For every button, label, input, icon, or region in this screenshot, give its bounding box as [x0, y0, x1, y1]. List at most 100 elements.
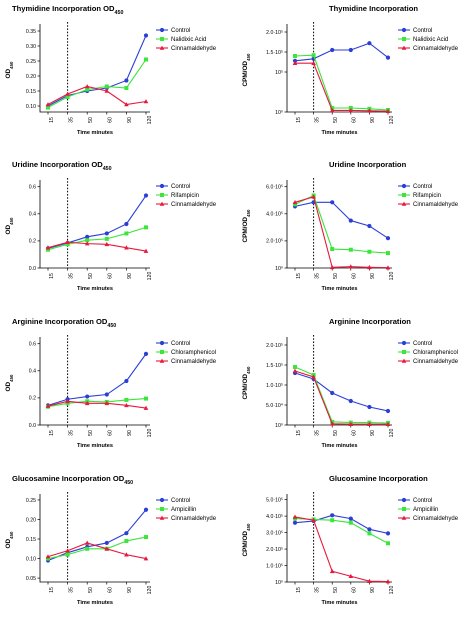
x-axis-label: Time minutes	[322, 286, 358, 292]
data-point	[386, 541, 390, 546]
x-tick-label: 120	[389, 116, 395, 125]
data-point	[143, 99, 149, 104]
x-tick-label: 90	[127, 117, 133, 123]
x-axis-label: Time minutes	[322, 600, 358, 606]
series-ampicillin	[46, 535, 148, 561]
chart-panel: Thymidine Incorporation CPM/OD450 10⁰ 10⁵ 1.…	[237, 0, 474, 156]
chart-panel: Glucosamine Incorporation OD450 OD450 0.05…	[0, 470, 237, 626]
y-tick-label: 4.0·10⁵	[266, 514, 283, 520]
x-tick-label: 90	[370, 430, 376, 436]
data-point	[385, 421, 391, 426]
legend-label: Control	[413, 498, 432, 504]
x-tick-label: 90	[127, 273, 133, 279]
x-tick-label: 50	[333, 273, 339, 279]
data-point	[65, 401, 70, 406]
chart-panel: Arginine Incorporation CPM/OD450 10⁰ 5.0·10…	[237, 313, 474, 469]
data-point	[367, 527, 372, 532]
data-point	[143, 405, 149, 410]
series-control	[292, 41, 391, 63]
legend-marker	[402, 193, 406, 197]
data-point	[330, 106, 335, 110]
y-tick-label: 10⁵	[275, 70, 283, 76]
x-tick-label: 90	[370, 587, 376, 593]
series-line	[295, 62, 389, 112]
data-point	[124, 538, 129, 543]
axis-line	[286, 24, 392, 113]
data-point	[143, 33, 149, 38]
data-point	[385, 108, 391, 113]
series-line	[47, 353, 147, 406]
data-point	[348, 264, 354, 269]
data-point	[84, 84, 90, 89]
legend-marker	[402, 350, 406, 354]
x-tick-label: 15	[296, 430, 302, 436]
x-tick-label: 60	[108, 430, 114, 436]
series-line	[294, 516, 389, 583]
data-point	[292, 199, 298, 205]
x-tick-label: 50	[88, 273, 94, 279]
legend-label: Cinnamaldehyde	[413, 359, 459, 365]
chart-svg: Arginine Incorporation OD450 OD450 0.0 0.2 0…	[5, 317, 217, 449]
data-point	[292, 60, 298, 65]
y-tick-label: 6.0·10⁵	[266, 185, 283, 191]
data-point	[124, 221, 129, 227]
legend-label: Control	[413, 28, 432, 34]
data-point	[124, 402, 129, 408]
data-point	[385, 55, 391, 60]
data-point	[65, 91, 70, 96]
series-cinnamaldehyde	[45, 540, 149, 561]
data-point	[367, 531, 372, 536]
x-tick-label: 120	[389, 429, 395, 438]
x-tick-label: 15	[296, 117, 302, 123]
data-point	[348, 247, 353, 252]
y-tick-label: 0.15	[26, 537, 36, 543]
data-point	[104, 231, 109, 236]
legend-marker	[402, 37, 406, 41]
legend-marker	[159, 358, 165, 363]
chart-panel: Glucosamine Incorporation CPM/OD450 10⁰ 1.0…	[237, 470, 474, 626]
data-point	[311, 374, 316, 379]
y-tick-label: 10⁰	[275, 423, 283, 429]
x-tick-label: 35	[68, 587, 74, 593]
data-point	[385, 531, 391, 536]
data-point	[104, 236, 109, 241]
series-line	[47, 35, 147, 107]
x-tick-label: 50	[333, 430, 339, 436]
x-tick-label: 120	[389, 272, 395, 281]
series-line	[47, 195, 147, 249]
x-tick-label: 35	[68, 430, 74, 436]
data-point	[385, 236, 391, 241]
data-point	[330, 247, 335, 252]
x-tick-label: 50	[333, 587, 339, 593]
chart-svg: Thymidine Incorporation OD450 OD450 0.10 0.…	[5, 4, 217, 136]
x-tick-label: 90	[370, 117, 376, 123]
x-tick-label: 35	[314, 273, 320, 279]
axis-line	[39, 24, 150, 113]
x-axis-label: Time minutes	[322, 130, 358, 136]
x-tick-label: 120	[147, 429, 153, 438]
data-point	[65, 548, 70, 553]
x-tick-label: 120	[147, 586, 153, 595]
data-point	[367, 578, 372, 583]
series-line	[47, 59, 147, 108]
legend-marker	[159, 183, 165, 189]
x-tick-label: 35	[314, 587, 320, 593]
data-point	[292, 514, 298, 519]
legend-label: Nalidixic Acid	[413, 37, 448, 43]
data-point	[329, 264, 335, 270]
x-tick-label: 35	[68, 273, 74, 279]
y-tick-label: 10⁰	[275, 580, 283, 586]
y-tick-label: 2.0·10⁵	[266, 239, 283, 245]
data-point	[85, 234, 90, 239]
chart-title: Uridine Incorporation OD450	[12, 160, 112, 172]
data-point	[143, 556, 149, 561]
x-tick-label: 90	[127, 587, 133, 593]
x-tick-label: 15	[49, 273, 55, 279]
data-point	[329, 421, 335, 426]
y-tick-label: 0.25	[26, 59, 36, 65]
legend-marker	[159, 340, 165, 346]
data-point	[84, 400, 90, 406]
data-point	[367, 223, 372, 229]
data-point	[85, 546, 90, 551]
y-tick-label: 1.0·10⁵	[266, 383, 283, 389]
